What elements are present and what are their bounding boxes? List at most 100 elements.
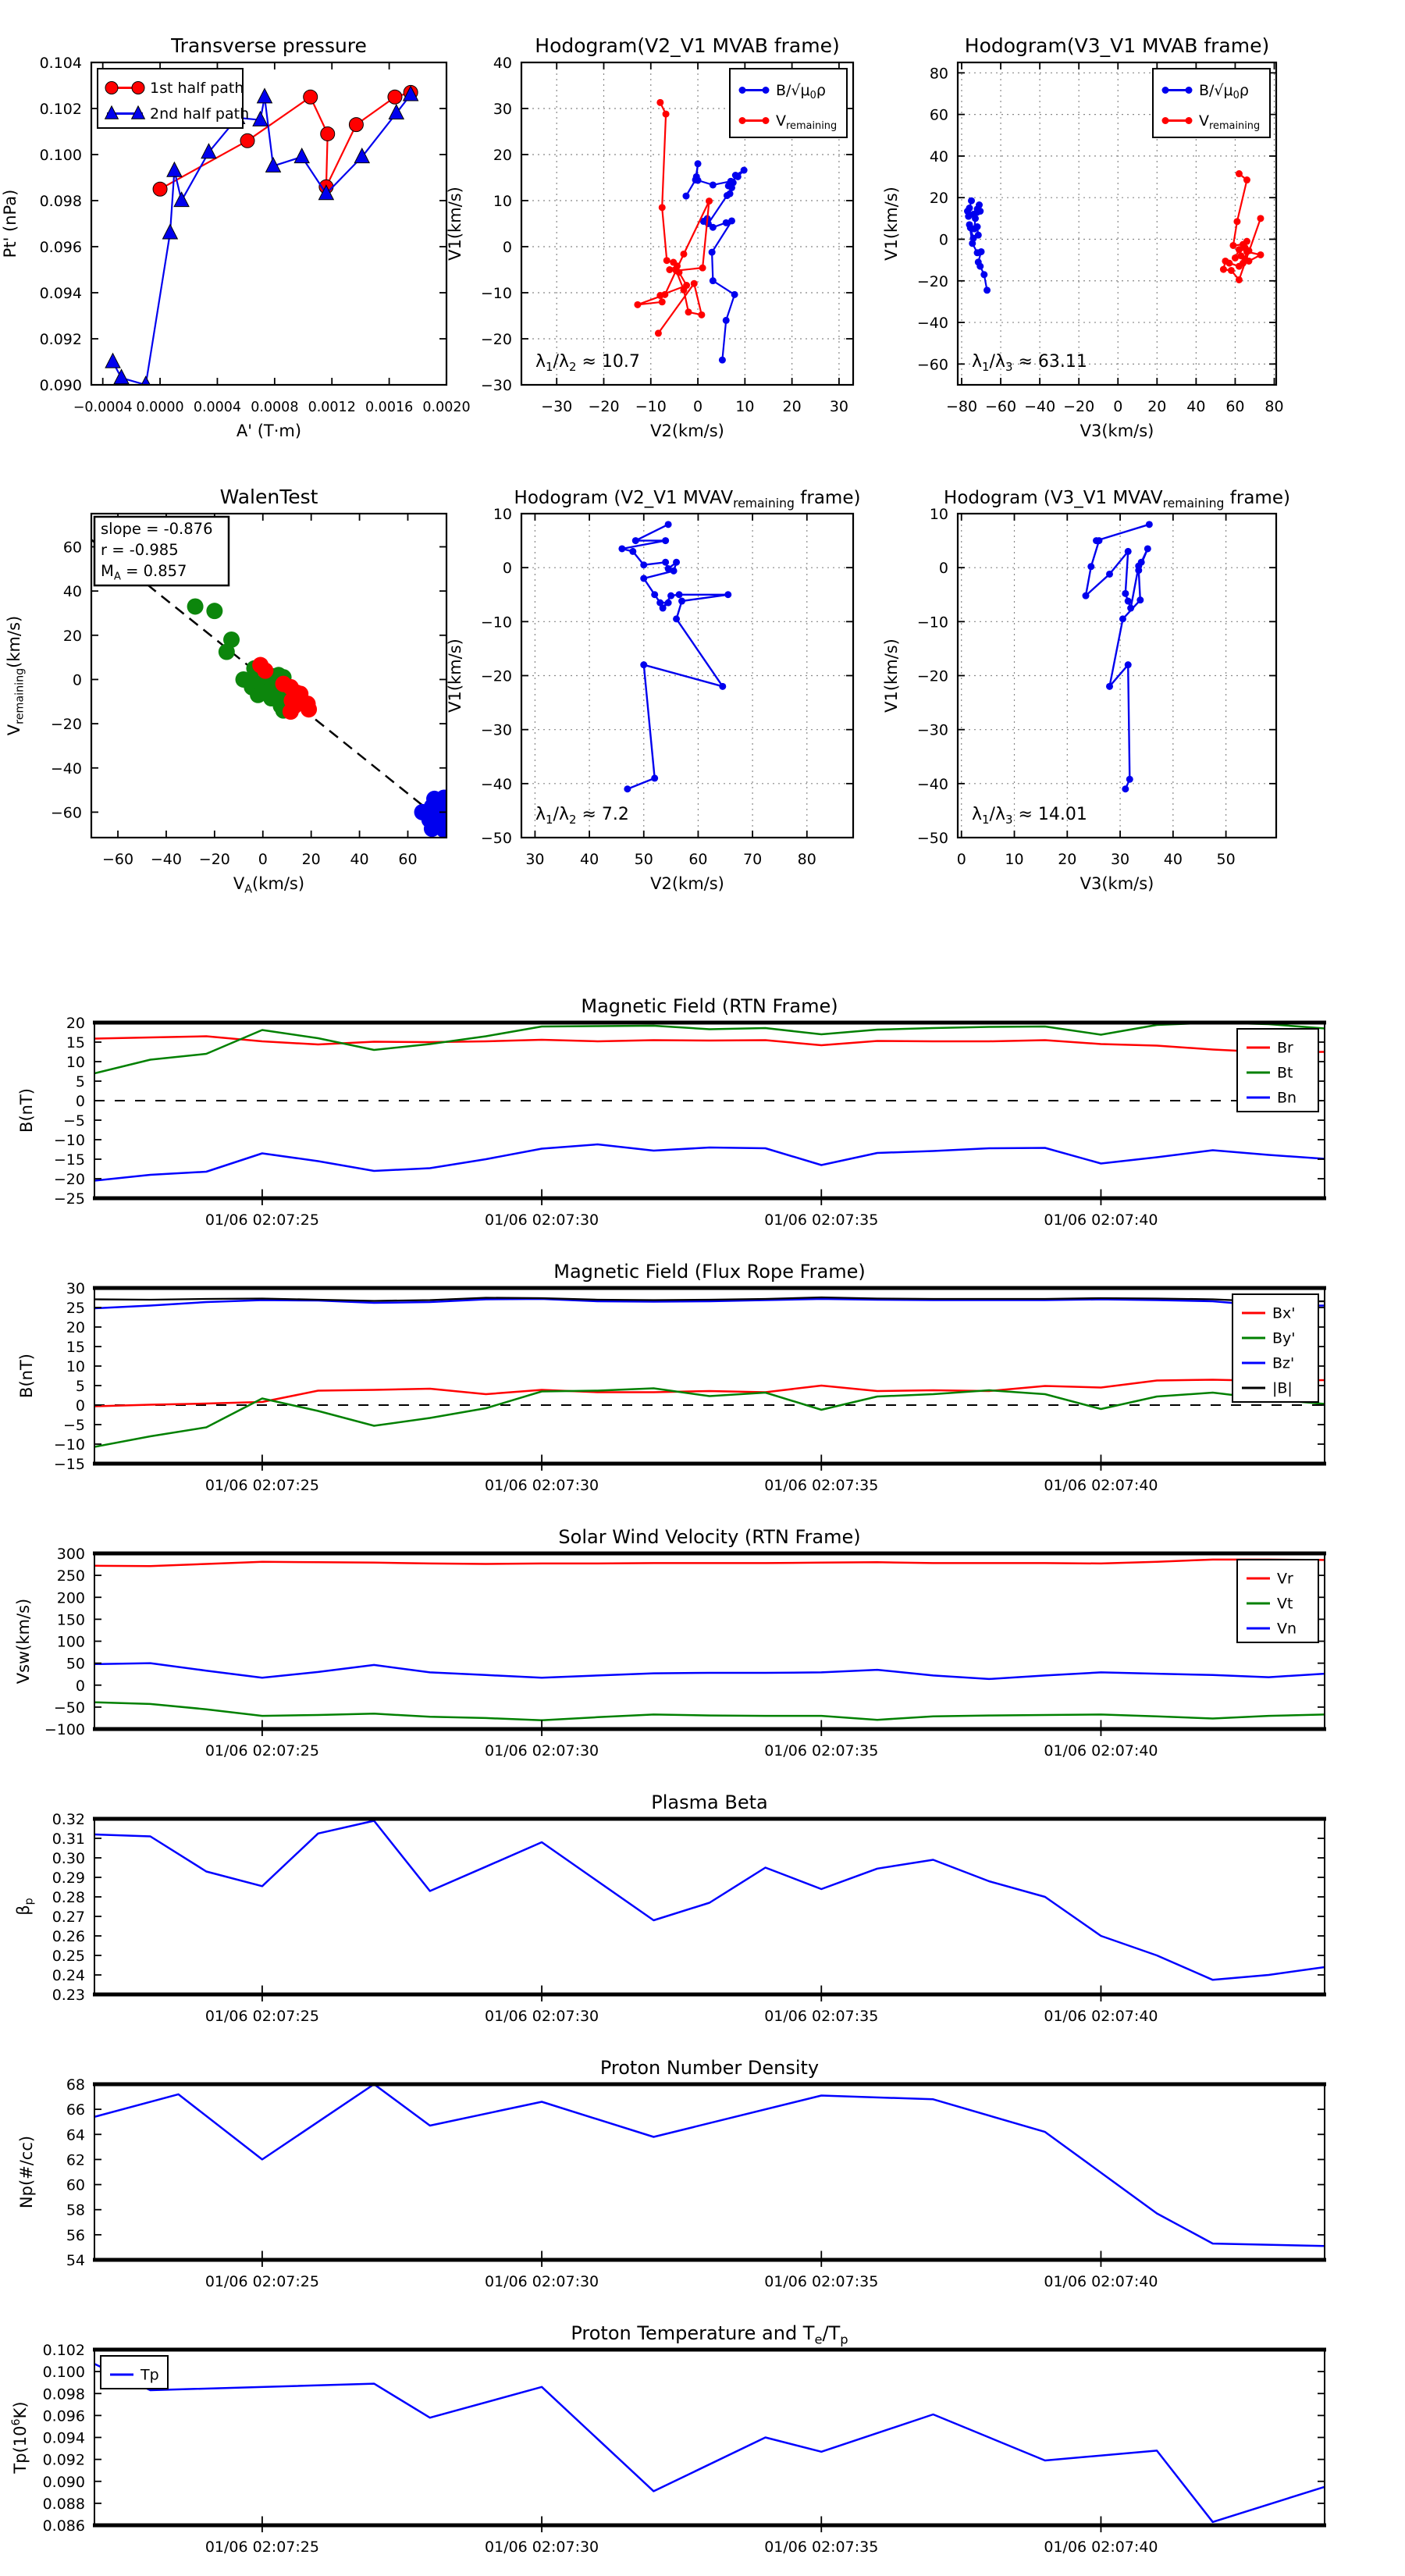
- x-tick-labels: −60 −40 −20 0 20 40 60: [102, 851, 418, 868]
- y-tick-label: 0: [939, 231, 948, 248]
- data-point-dot: [709, 223, 717, 231]
- series-scatter group 2: [252, 656, 318, 720]
- x-tick-labels: 01/06 02:07:25 01/06 02:07:30 01/06 02:07:…: [205, 1742, 1158, 1759]
- chart-proton-number-density: 01/06 02:07:25 01/06 02:07:30 01/06 02:07:…: [17, 2057, 1326, 2290]
- data-point-dot: [664, 521, 672, 528]
- x-tick-label: 01/06 02:07:30: [485, 2008, 599, 2025]
- chart-title: Hodogram (V2_V1 MVAVremaining frame): [514, 488, 861, 511]
- series-Br: [94, 1035, 1325, 1054]
- chart-plasma-beta: 01/06 02:07:25 01/06 02:07:30 01/06 02:07:…: [14, 1791, 1326, 2025]
- data-point-dot: [664, 599, 672, 607]
- data-point-dot: [709, 277, 717, 285]
- y-tick-label: 0: [503, 239, 512, 256]
- y-tick-label: 58: [66, 2202, 85, 2219]
- y-tick-label: 0.092: [43, 2452, 85, 2469]
- y-tick-label: 30: [493, 101, 512, 118]
- y-tick-labels: −100 −50 0 50 100 150 200 250 300: [44, 1546, 85, 1738]
- y-tick-label: 60: [930, 107, 948, 124]
- data-point-triangle: [256, 87, 273, 104]
- data-point-dot: [1233, 218, 1241, 226]
- data-point-dot: [662, 110, 670, 118]
- y-tick-label: 0.094: [40, 285, 82, 302]
- x-tick-label: 0.0000: [136, 400, 183, 415]
- data-point-dot: [1106, 682, 1114, 690]
- data-point-dot: [718, 356, 726, 364]
- y-tick-label: 0.31: [52, 1831, 85, 1848]
- data-point-dot: [1095, 537, 1103, 545]
- x-tick-labels: 30 40 50 60 70 80: [525, 851, 816, 868]
- series-scatter group 3: [414, 789, 446, 838]
- data-point-dot: [259, 683, 276, 700]
- data-point-dot: [651, 591, 659, 599]
- data-point-dot: [682, 192, 690, 200]
- x-tick-label: −60: [985, 398, 1016, 415]
- chart-proton-temperature: 01/06 02:07:25 01/06 02:07:30 01/06 02:07:…: [10, 2322, 1326, 2556]
- x-tick-label: 01/06 02:07:30: [485, 2273, 599, 2290]
- data-point-dot: [1185, 117, 1193, 124]
- x-tick-label: 70: [743, 851, 762, 868]
- x-tick-label: 10: [735, 398, 754, 415]
- data-point-dot: [292, 685, 309, 703]
- data-point-dot: [977, 247, 985, 255]
- data-point-dot: [629, 547, 637, 555]
- y-tick-label: 66: [66, 2101, 85, 2119]
- y-tick-label: 40: [63, 583, 82, 600]
- data-point-dot: [1082, 592, 1090, 600]
- x-tick-label: 01/06 02:07:35: [764, 1742, 878, 1759]
- y-tick-labels: −60 −40 −20 0 20 40 60 80: [917, 65, 948, 373]
- series-By': [94, 1387, 1325, 1448]
- data-point-dot: [1124, 547, 1132, 555]
- y-tick-labels: −50 −40 −30 −20 −10 0 10: [481, 506, 512, 847]
- data-point-dot: [1124, 597, 1132, 605]
- x-tick-label: 60: [1225, 398, 1244, 415]
- x-tick-label: 20: [302, 851, 321, 868]
- y-tick-label: 0: [76, 1678, 85, 1695]
- data-point-dot: [690, 279, 698, 287]
- y-tick-label: 15: [66, 1339, 85, 1356]
- x-tick-label: 01/06 02:07:40: [1044, 2008, 1158, 2025]
- y-tick-label: 10: [66, 1054, 85, 1071]
- x-tick-label: 01/06 02:07:40: [1044, 1212, 1158, 1229]
- data-point-dot: [1144, 545, 1151, 553]
- data-point-dot: [680, 250, 688, 258]
- x-tick-label: 40: [1186, 398, 1205, 415]
- data-point-dot: [1106, 570, 1114, 578]
- ticks: [521, 513, 853, 838]
- y-tick-label: 0: [503, 560, 512, 577]
- x-tick-label: 01/06 02:07:30: [485, 1212, 599, 1229]
- data-point-dot: [673, 615, 681, 623]
- x-tick-label: 01/06 02:07:40: [1044, 1477, 1158, 1494]
- x-tick-label: 01/06 02:07:30: [485, 2539, 599, 2556]
- data-point-triangle: [113, 368, 130, 385]
- stats-line: r = -0.985: [101, 541, 179, 559]
- axes-frame: [90, 512, 448, 839]
- chart-title: WalenTest: [220, 486, 318, 508]
- y-tick-label: 50: [66, 1656, 85, 1673]
- y-tick-labels: −15 −10 −5 0 5 10 15 20 25 30: [54, 1280, 85, 1473]
- y-tick-label: −10: [917, 614, 948, 631]
- y-tick-label: −30: [917, 722, 948, 739]
- series-Bt: [94, 1023, 1325, 1075]
- y-tick-label: 0: [76, 1093, 85, 1110]
- x-tick-label: 01/06 02:07:30: [485, 1477, 599, 1494]
- data-point-dot: [727, 217, 735, 225]
- data-point-dot: [694, 160, 702, 168]
- chart-solar-wind-velocity: 01/06 02:07:25 01/06 02:07:30 01/06 02:07:…: [14, 1526, 1326, 1759]
- chart-title: Plasma Beta: [651, 1791, 767, 1813]
- lambda-ratio-label: λ1/λ2 ≈ 10.7: [535, 352, 640, 374]
- lambda-ratio-label: λ1/λ3 ≈ 63.11: [972, 352, 1087, 374]
- y-tick-label: 0: [939, 560, 948, 577]
- y-tick-label: 300: [57, 1546, 85, 1563]
- y-tick-label: −20: [917, 273, 948, 290]
- chart-walen-test: −60 −40 −20 0 20 40 60 −60 −40 −20 0 20 40 60 WalenTes…: [5, 486, 448, 896]
- data-point-dot: [670, 567, 678, 575]
- data-point-dot: [659, 604, 667, 612]
- x-tick-labels: 01/06 02:07:25 01/06 02:07:30 01/06 02:07:…: [205, 2539, 1158, 2556]
- data-point-triangle: [140, 375, 151, 385]
- data-point-dot: [722, 219, 730, 226]
- data-point-dot: [436, 799, 446, 817]
- data-point-dot: [1119, 615, 1126, 623]
- x-tick-label: −20: [588, 398, 619, 415]
- axes-frame: [90, 61, 448, 386]
